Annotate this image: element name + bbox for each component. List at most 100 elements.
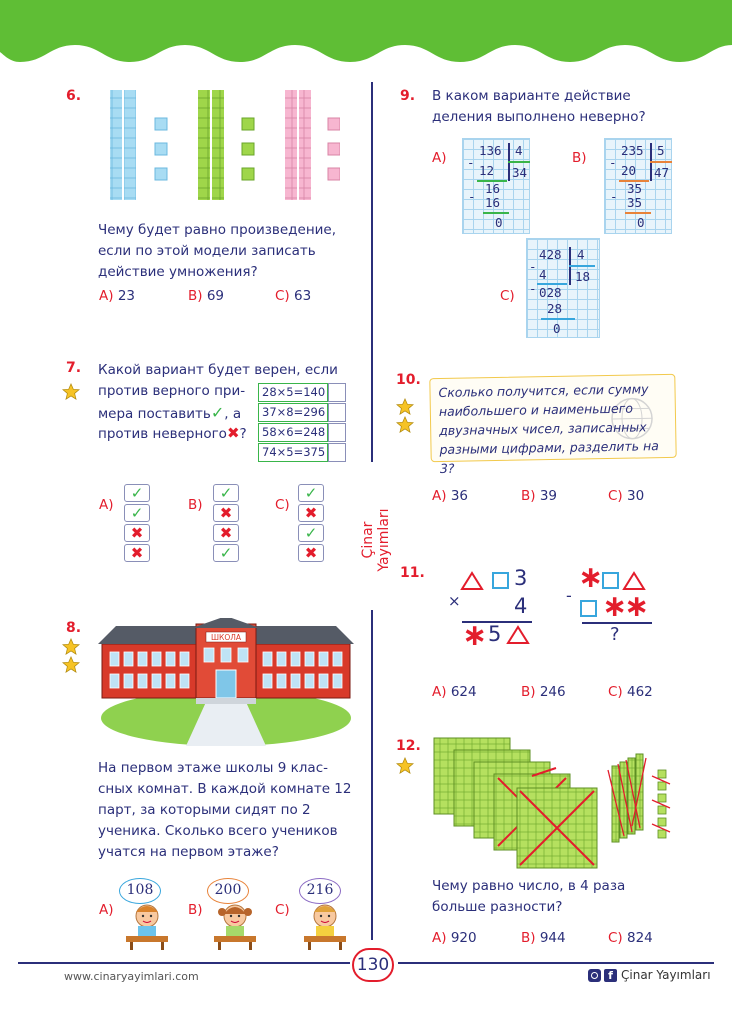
q7-example-2: 37×8=296 bbox=[258, 403, 328, 422]
q7-text-line2: против верного при- bbox=[98, 383, 246, 399]
q8-option-a-cloud[interactable]: 108 bbox=[119, 878, 161, 904]
q11-number: 11. bbox=[400, 565, 425, 581]
star-icon bbox=[396, 416, 414, 433]
q12-number: 12. bbox=[396, 738, 421, 754]
q10-option-b[interactable]: B) 39 bbox=[521, 488, 558, 504]
q9-option-c-letter[interactable]: C) bbox=[500, 288, 515, 304]
q12-option-a[interactable]: A) 920 bbox=[432, 930, 477, 946]
red-asterisk-icon: ∗ bbox=[578, 560, 604, 595]
q7-option-c-marks[interactable]: ✓ ✖ ✓ ✖ bbox=[298, 484, 324, 562]
q11-left-row3-digit: 5 bbox=[488, 622, 502, 646]
q9-option-a-letter[interactable]: A) bbox=[432, 150, 447, 166]
center-divider-bottom bbox=[371, 610, 373, 940]
q6-option-c[interactable]: C) 63 bbox=[275, 288, 312, 304]
cross-icon: ✖ bbox=[124, 544, 150, 562]
q11-left-line bbox=[462, 621, 532, 623]
school-building-illustration: ШКОЛА bbox=[98, 618, 354, 746]
q6-base-ten-model bbox=[110, 90, 340, 200]
red-triangle-icon bbox=[622, 571, 646, 590]
red-asterisk-icon: ∗ bbox=[602, 589, 628, 624]
q7-option-b-letter[interactable]: B) bbox=[188, 497, 203, 513]
q6-text: Чему будет равно произведение, если по э… bbox=[98, 222, 337, 280]
q7-example-box-3 bbox=[328, 423, 346, 442]
q11-option-b[interactable]: B) 246 bbox=[521, 684, 566, 700]
q8-option-b-cloud[interactable]: 200 bbox=[207, 878, 249, 904]
checkmark-icon: ✓ bbox=[124, 484, 150, 502]
checkmark-icon: ✓ bbox=[298, 484, 324, 502]
cross-icon: ✖ bbox=[213, 524, 239, 542]
q11-right-result: ? bbox=[610, 624, 620, 645]
page-number-badge: 130 bbox=[352, 948, 394, 982]
q8-option-c-cloud[interactable]: 216 bbox=[299, 878, 341, 904]
checkmark-icon: ✓ bbox=[213, 484, 239, 502]
q8-text: На первом этаже школы 9 клас-сных комнат… bbox=[98, 760, 352, 860]
red-triangle-icon bbox=[506, 625, 530, 644]
q7-text-line1: Какой вариант будет верен, если bbox=[98, 362, 338, 378]
q7-example-4: 74×5=375 bbox=[258, 443, 328, 462]
q11-left-mult-sign: × bbox=[448, 592, 461, 610]
q6-number: 6. bbox=[66, 88, 82, 104]
checkmark-icon: ✓ bbox=[210, 403, 225, 422]
red-asterisk-icon: ∗ bbox=[624, 589, 650, 624]
q10-number: 10. bbox=[396, 372, 421, 388]
q7-number: 7. bbox=[66, 360, 82, 376]
center-divider-top bbox=[371, 82, 373, 462]
q7-example-box-1 bbox=[328, 383, 346, 402]
q6-option-b[interactable]: B) 69 bbox=[188, 288, 225, 304]
star-icon bbox=[396, 757, 414, 774]
website-link[interactable]: www.cinaryayimlari.com bbox=[64, 970, 199, 983]
blue-square-icon bbox=[492, 572, 509, 589]
q9-number: 9. bbox=[400, 88, 416, 104]
q12-text: Чему равно число, в 4 раза больше разнос… bbox=[432, 878, 626, 915]
facebook-icon[interactable]: f bbox=[604, 969, 617, 982]
star-icon bbox=[62, 638, 80, 655]
q7-example-1: 28×5=140 bbox=[258, 383, 328, 402]
q12-base-ten-blocks bbox=[433, 737, 671, 869]
q10-option-a[interactable]: A) 36 bbox=[432, 488, 468, 504]
school-sign: ШКОЛА bbox=[211, 633, 242, 642]
kid-girl-icon bbox=[214, 904, 256, 950]
red-triangle-icon bbox=[460, 571, 484, 590]
q9-option-b-grid[interactable]: 235 5 - 20 47 35 - 35 0 bbox=[604, 138, 672, 234]
q7-option-c-letter[interactable]: C) bbox=[275, 497, 290, 513]
instagram-icon[interactable] bbox=[588, 969, 601, 982]
q8-option-b-letter[interactable]: B) bbox=[188, 902, 203, 918]
checkmark-icon: ✓ bbox=[124, 504, 150, 522]
q7-example-box-4 bbox=[328, 443, 346, 462]
cross-icon: ✖ bbox=[124, 524, 150, 542]
q10-text: Сколько получится, если сумму наибольшег… bbox=[438, 381, 660, 476]
q11-right-line bbox=[582, 622, 652, 624]
q7-text-line3: мера поставить✓, а bbox=[98, 403, 242, 422]
q8-option-a-letter[interactable]: A) bbox=[99, 902, 114, 918]
q7-example-3: 58×6=248 bbox=[258, 423, 328, 442]
q7-option-a-letter[interactable]: A) bbox=[99, 497, 114, 513]
q7-option-a-marks[interactable]: ✓ ✓ ✖ ✖ bbox=[124, 484, 150, 562]
q6-option-a[interactable]: A) 23 bbox=[99, 288, 135, 304]
q12-option-b[interactable]: B) 944 bbox=[521, 930, 566, 946]
q12-option-c[interactable]: C) 824 bbox=[608, 930, 653, 946]
q9-text: В каком варианте действие деления выполн… bbox=[432, 88, 646, 125]
q11-right-minus: - bbox=[566, 586, 572, 605]
kid-boy-icon bbox=[304, 904, 346, 950]
red-asterisk-icon: ∗ bbox=[462, 618, 488, 653]
q9-option-a-grid[interactable]: 136 4 - 12 34 16 - 16 0 bbox=[462, 138, 530, 234]
q7-option-b-marks[interactable]: ✓ ✖ ✖ ✓ bbox=[213, 484, 239, 562]
globe-icon bbox=[611, 397, 653, 440]
q10-text-card: Сколько получится, если сумму наибольшег… bbox=[429, 373, 677, 476]
q9-option-c-grid[interactable]: 428 4 - 4 18 - 028 28 0 bbox=[526, 238, 600, 338]
q7-text-line4: против неверного✖? bbox=[98, 424, 247, 442]
q8-option-c-letter[interactable]: C) bbox=[275, 902, 290, 918]
q9-option-b-letter[interactable]: B) bbox=[572, 150, 587, 166]
q11-option-c[interactable]: C) 462 bbox=[608, 684, 653, 700]
q11-option-a[interactable]: A) 624 bbox=[432, 684, 477, 700]
checkmark-icon: ✓ bbox=[298, 524, 324, 542]
q11-left-row1-digit: 3 bbox=[514, 566, 528, 590]
brand-side-label: Çinar Yayımları bbox=[360, 508, 392, 572]
q10-option-c[interactable]: C) 30 bbox=[608, 488, 645, 504]
kid-boy-icon bbox=[126, 904, 168, 950]
q7-example-box-2 bbox=[328, 403, 346, 422]
cross-icon: ✖ bbox=[298, 504, 324, 522]
star-icon bbox=[62, 656, 80, 673]
header-wave bbox=[0, 0, 732, 62]
blue-square-icon bbox=[602, 572, 619, 589]
